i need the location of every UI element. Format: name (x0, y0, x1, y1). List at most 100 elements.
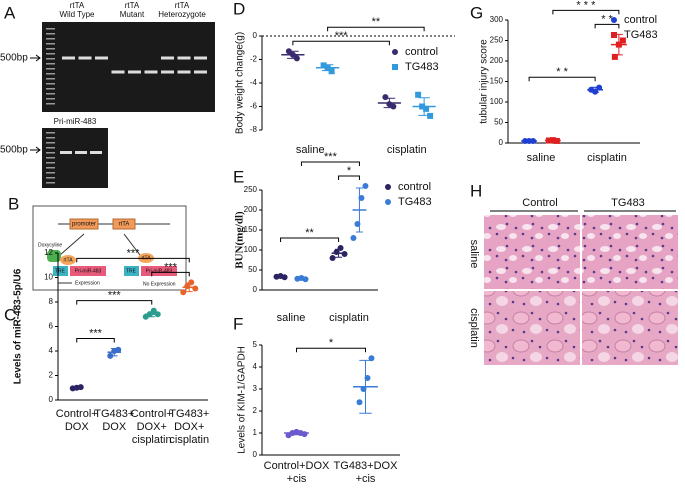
legend-label: control (405, 46, 438, 58)
data-point (362, 183, 369, 189)
panel-label: F (233, 314, 243, 333)
dna-band (111, 70, 125, 74)
error-bar (287, 50, 299, 59)
ladder-band (46, 167, 55, 169)
x-tick-label: Control+DOX (264, 460, 330, 472)
significance-bracket (151, 271, 190, 277)
ladder-band (46, 172, 55, 174)
x-tick-label: TG483+ (94, 408, 134, 420)
legend-marker (385, 199, 391, 205)
y-tick-label: 4 (49, 346, 54, 355)
significance-label: *** (335, 30, 349, 42)
y-tick-label: 2 (253, 406, 258, 415)
x-tick-label: cisplatin (387, 144, 427, 156)
significance-label: * (329, 337, 334, 349)
arrow (30, 146, 41, 154)
legend-marker (385, 184, 391, 190)
dna-band (161, 56, 174, 60)
data-point (415, 91, 422, 98)
error-bar (110, 348, 118, 357)
dna-band (177, 70, 191, 74)
data-point (368, 355, 375, 362)
panel-label: C (4, 305, 16, 324)
y-tick-label: -2 (250, 55, 258, 64)
ladder-band (46, 103, 55, 105)
panel-label: B (8, 194, 19, 213)
ladder-band (46, 43, 55, 45)
significance-bracket (280, 237, 340, 242)
significance-bracket (292, 40, 390, 46)
y-tick-label: 150 (244, 225, 258, 234)
y-tick-label: 0 (49, 395, 54, 404)
y-tick-label: 150 (490, 77, 504, 86)
diagram-label: TRE (55, 268, 66, 274)
error-bar (277, 275, 285, 279)
significance-bracket (76, 338, 115, 343)
ladder-band (46, 73, 55, 75)
diagram-label: rtTA (63, 257, 73, 263)
significance-bracket (76, 300, 153, 305)
significance-label: ** (305, 227, 314, 239)
y-axis-label: Levels of miR-483-5p/U6 (13, 268, 24, 384)
size-marker: 500bp (0, 53, 28, 64)
ladder-band (46, 177, 55, 179)
significance-bracket (300, 161, 360, 166)
dna-band (75, 151, 87, 154)
data-point (320, 62, 327, 69)
panel-label: A (4, 3, 16, 22)
gene-box (141, 266, 177, 276)
x-tick-label: cisplatin (169, 434, 209, 446)
ladder-band (46, 58, 55, 60)
y-tick-label: 250 (490, 36, 504, 45)
error-bar (185, 282, 193, 293)
y-axis-label: Body weight change(g) (235, 32, 246, 134)
ladder-band (46, 152, 55, 154)
data-point (390, 103, 397, 110)
data-point (382, 94, 389, 101)
y-tick-label: 100 (244, 245, 258, 254)
significance-bracket (552, 9, 620, 15)
y-tick-label: 250 (244, 185, 258, 194)
promoter-box (69, 218, 99, 230)
gene-box (70, 266, 106, 276)
x-tick-label: cisplatin (132, 434, 172, 446)
panel-label: H (470, 181, 482, 200)
diagram-label: Doxycyline (38, 242, 62, 248)
y-tick-label: 10 (44, 273, 53, 282)
error-bar (297, 277, 305, 281)
ladder-band (46, 137, 55, 139)
ladder-band (46, 132, 55, 134)
data-point (329, 255, 336, 261)
x-tick-label: saline (527, 152, 556, 164)
data-point (356, 399, 363, 406)
arrow (30, 54, 41, 62)
x-tick-label: saline (296, 144, 325, 156)
error-bar (355, 187, 363, 233)
y-tick-label: 0 (253, 31, 258, 40)
tre-box (124, 266, 139, 276)
y-tick-label: 200 (244, 205, 258, 214)
x-tick-label: cisplatin (587, 152, 627, 164)
data-point (619, 37, 626, 44)
arrow (59, 233, 141, 256)
significance-bracket (76, 257, 190, 263)
significance-label: *** (127, 247, 141, 259)
legend-label: control (398, 181, 431, 193)
y-tick-label: 2 (49, 371, 54, 380)
x-tick-label: DOX+ (174, 421, 204, 433)
diagram-label: promoter (72, 222, 96, 228)
significance-label: * * * (576, 0, 596, 11)
row-label: cisplatin (468, 308, 480, 348)
gel-header: rtTA (125, 1, 140, 10)
panel-label: E (233, 167, 244, 186)
gel-bands (46, 28, 207, 184)
dna-band (78, 56, 92, 60)
legend-marker (392, 64, 398, 70)
error-bar (418, 97, 430, 116)
diagram-label: TRE (126, 268, 137, 274)
data-point (423, 105, 430, 112)
data-point (427, 112, 434, 119)
row-label: saline (468, 240, 480, 269)
x-tick-label: TG483+DOX (334, 460, 399, 472)
significance-bracket (338, 175, 360, 180)
